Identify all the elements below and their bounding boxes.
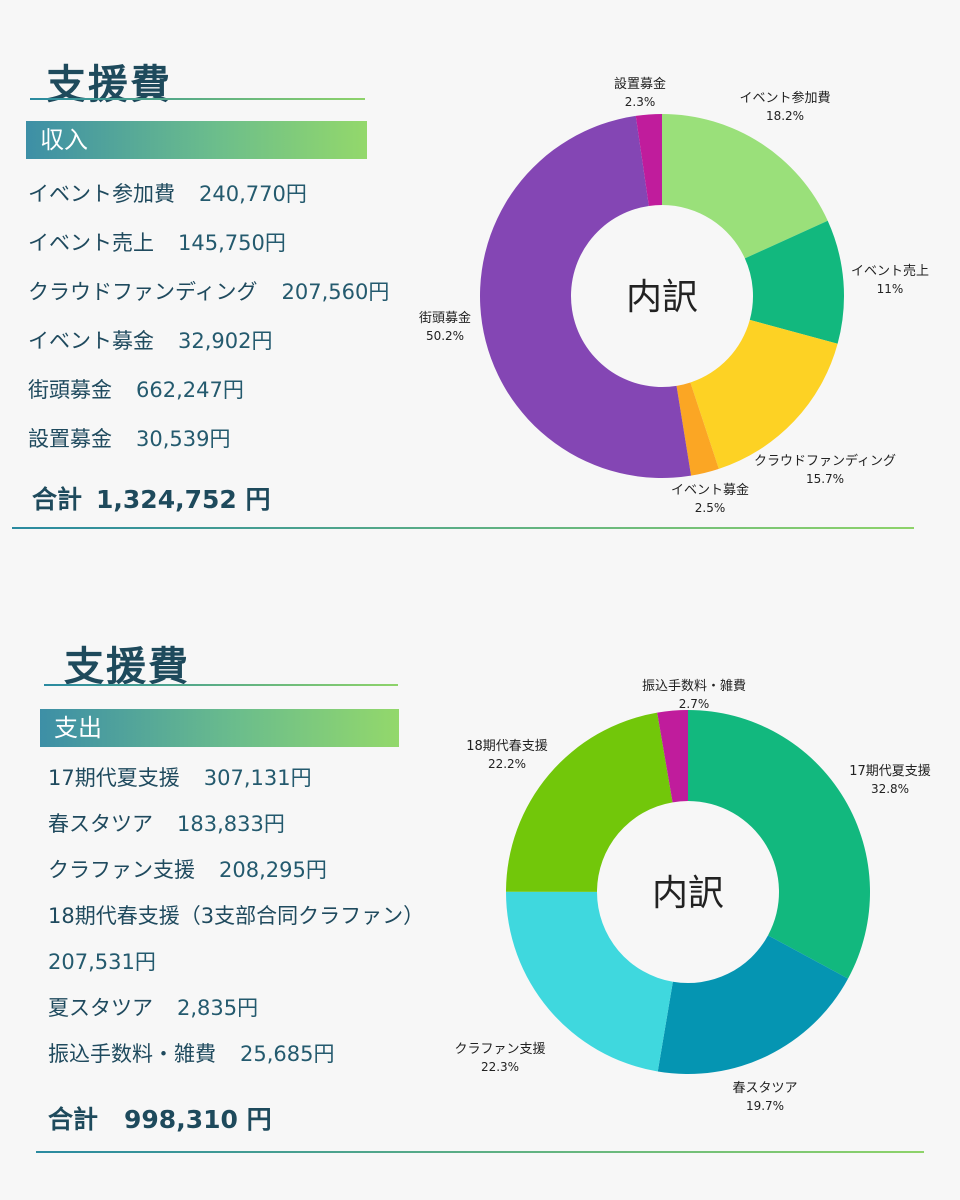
item-name: 17期代夏支援 [48,766,180,790]
income-section: 支援費 収入 イベント参加費 240,770円 イベント売上 145,750円 クラ… [0,0,960,560]
item-name: 春スタツア [48,812,153,836]
total-value: 998,310 円 [124,1105,272,1134]
slice-percent: 15.7% [806,472,844,486]
item-amount: 30,539円 [136,427,231,451]
item-name: イベント募金 [28,329,154,353]
item-amount: 240,770円 [199,182,307,206]
expense-section: 支援費 支出 17期代夏支援 307,131円 春スタツア 183,833円 クラフ… [0,590,960,1200]
slice-label: 春スタツア [732,1081,797,1096]
pie-slice [635,114,662,206]
item-amount: 662,247円 [136,378,244,402]
slice-percent: 18.2% [766,109,804,123]
expense-total: 合計 998,310 円 [48,1100,272,1136]
item-name: 振込手数料・雑費 [48,1042,216,1066]
slice-percent: 19.7% [746,1099,784,1113]
slice-label: 設置募金 [614,76,666,92]
item-amount: 32,902円 [178,329,273,353]
slice-percent: 22.3% [481,1060,519,1074]
expense-donut-chart: 17期代夏支援 32.8% 春スタツア 19.7% クラファン支援 22.3% 18期代春支… [454,678,931,1113]
slice-label: 振込手数料・雑費 [642,678,746,694]
list-item: クラファン支援 208,295円 [48,854,424,900]
income-item-list: イベント参加費 240,770円 イベント売上 145,750円 クラウドファンディ… [28,178,389,472]
list-item: クラウドファンディング 207,560円 [28,276,389,325]
item-amount: 183,833円 [177,812,285,836]
expense-label-bar: 支出 [40,709,399,747]
list-item: 設置募金 30,539円 [28,423,389,472]
expense-item-list: 17期代夏支援 307,131円 春スタツア 183,833円 クラファン支援 208… [48,762,424,1084]
item-name: クラウドファンディング [28,280,258,304]
list-item: 夏スタツア 2,835円 [48,992,424,1038]
slice-percent: 50.2% [426,329,464,343]
donut-center-label: 内訳 [652,873,724,914]
income-label-bar: 収入 [26,121,367,159]
slice-label: クラファン支援 [454,1042,545,1057]
income-title-rule [30,98,365,100]
slice-percent: 11% [877,282,904,296]
income-total: 合計 1,324,752 円 [32,480,270,516]
list-item: 振込手数料・雑費 25,685円 [48,1038,424,1084]
item-amount: 145,750円 [178,231,286,255]
slice-percent: 2.7% [679,697,710,711]
slice-percent: 22.2% [488,757,526,771]
total-label: 合計 [48,1105,99,1134]
item-amount: 2,835円 [177,996,259,1020]
list-item: 18期代春支援（3支部合同クラファン） [48,900,424,946]
income-donut-chart: イベント参加費 18.2% イベント売上 11% クラウドファンディング 15.7% イベン… [419,76,929,515]
item-name: 街頭募金 [28,378,112,402]
list-item: 17期代夏支援 307,131円 [48,762,424,808]
pie-slice [657,710,688,803]
pie-slice [676,382,719,476]
slice-label: イベント参加費 [739,90,830,106]
income-title: 支援費 [46,62,172,108]
slice-label: クラウドファンディング [754,453,896,469]
list-item: イベント売上 145,750円 [28,227,389,276]
slice-label: 17期代夏支援 [849,764,931,779]
list-item: 春スタツア 183,833円 [48,808,424,854]
item-name: 18期代春支援（3支部合同クラファン） [48,904,425,928]
item-amount: 207,560円 [281,280,390,304]
item-amount: 307,131円 [203,766,312,790]
income-bottom-rule [12,527,914,529]
pie-slice [480,115,692,478]
item-amount: 207,531円 [48,950,156,974]
list-item: 207,531円 [48,946,424,992]
pie-slice [744,220,844,344]
list-item: イベント参加費 240,770円 [28,178,389,227]
expense-title-rule [44,684,398,686]
pie-slice [690,319,838,469]
slice-label: 18期代春支援 [466,739,548,754]
pie-slice [662,114,828,259]
slice-label: 街頭募金 [419,310,471,326]
item-name: 設置募金 [28,427,112,451]
slice-percent: 2.5% [695,501,726,515]
pie-slice [688,710,870,979]
list-item: イベント募金 32,902円 [28,325,389,374]
pie-slice [506,891,673,1072]
item-amount: 25,685円 [240,1042,335,1066]
item-name: イベント参加費 [28,182,175,206]
item-name: 夏スタツア [48,996,153,1020]
slice-percent: 2.3% [625,95,656,109]
item-name: クラファン支援 [48,858,195,882]
pie-slice [506,712,673,892]
slice-percent: 32.8% [871,782,909,796]
slice-label: イベント募金 [671,482,749,498]
total-value: 1,324,752 円 [96,485,271,514]
donut-center-label: 内訳 [626,277,698,318]
list-item: 街頭募金 662,247円 [28,374,389,423]
total-label: 合計 [32,485,83,514]
pie-slice [657,935,849,1074]
expense-bottom-rule [36,1151,924,1153]
expense-title: 支援費 [64,644,190,690]
item-amount: 208,295円 [219,858,327,882]
slice-label: イベント売上 [851,263,929,279]
item-name: イベント売上 [28,231,154,255]
